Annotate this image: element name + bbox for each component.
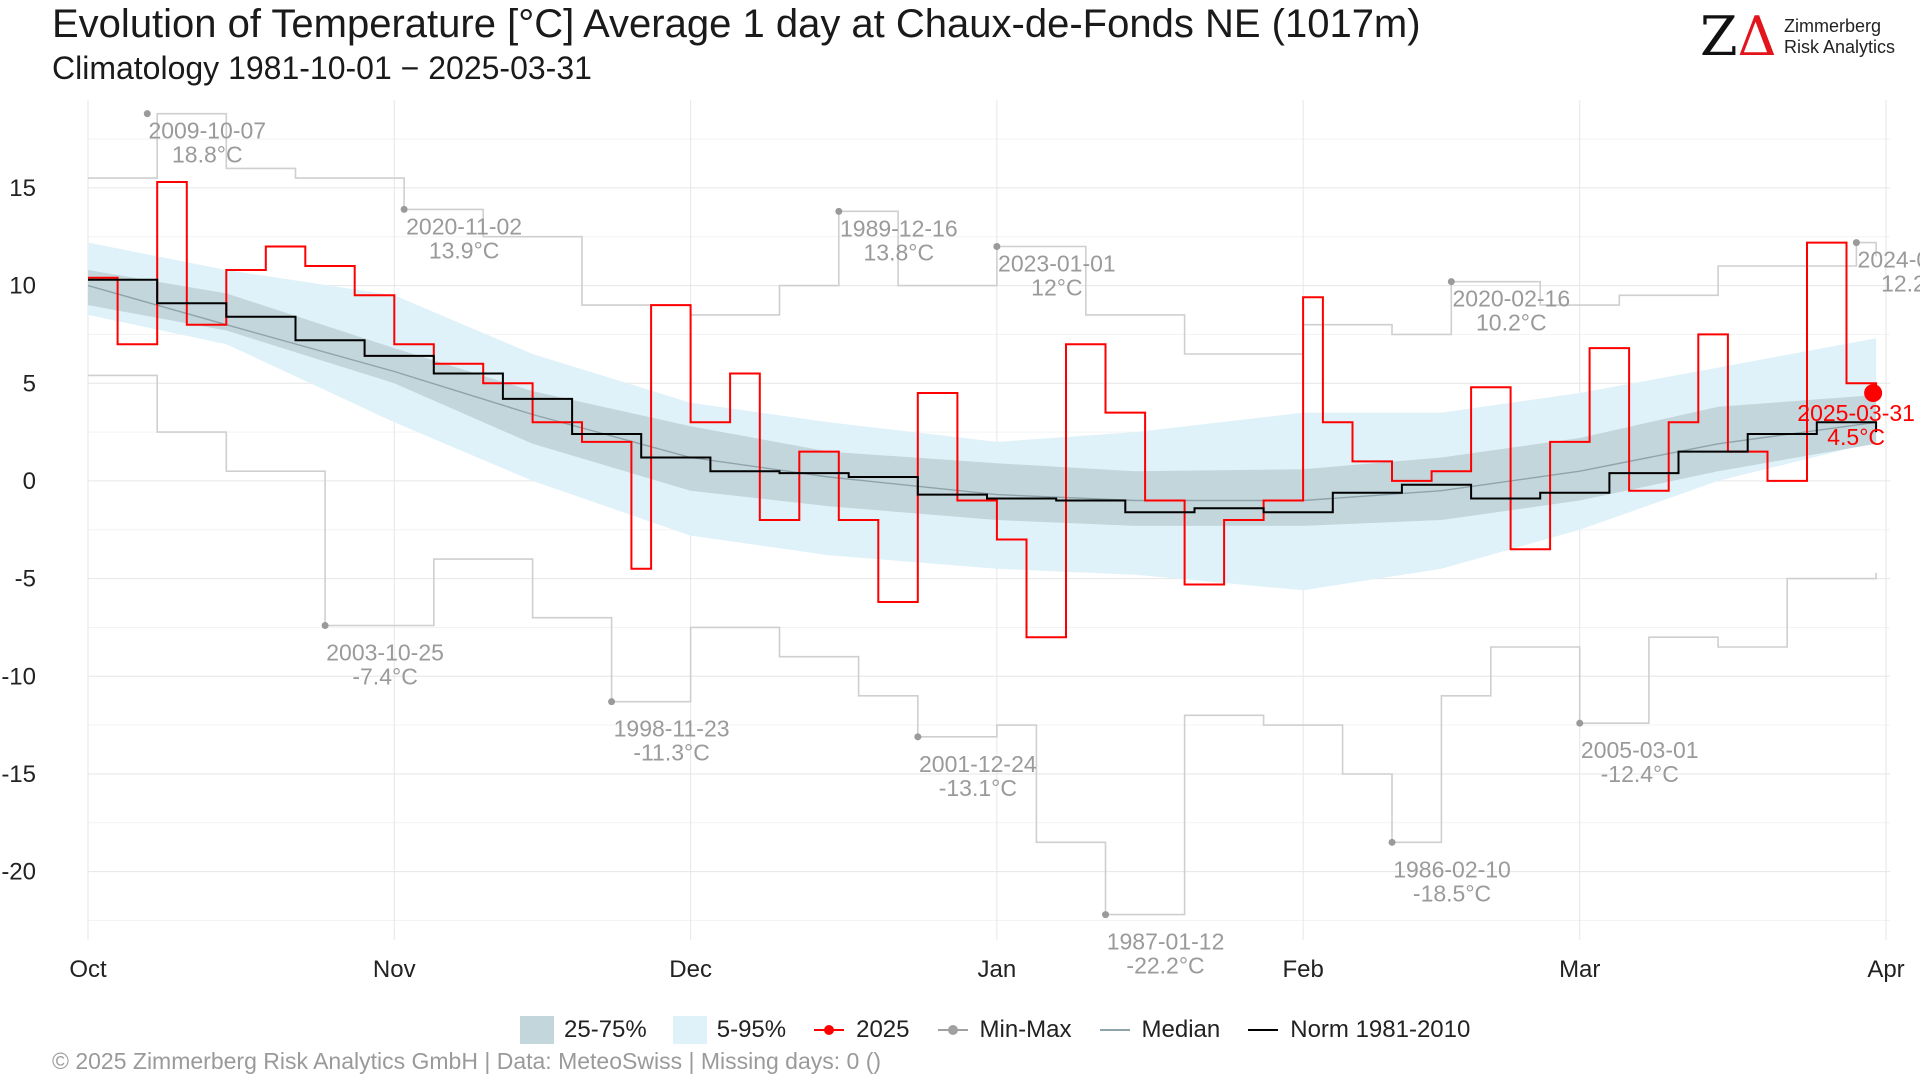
legend-label: 2025: [856, 1016, 910, 1043]
x-tick-label: Nov: [373, 956, 416, 983]
annotation-date: 2001-12-24: [919, 751, 1037, 777]
annotation-date: 1998-11-23: [614, 716, 730, 742]
annotation-value: 12.2°C: [1881, 271, 1920, 297]
legend-key-line-norm: [1248, 1029, 1279, 1031]
extreme-point: [1576, 719, 1584, 727]
legend-key-line-minmax: [937, 1025, 968, 1035]
legend-label: Min-Max: [979, 1016, 1072, 1043]
norm-line: [88, 278, 1878, 514]
legend-key-line-median: [1099, 1029, 1130, 1031]
legend-key-band-5-95: [672, 1016, 707, 1044]
extreme-point: [1447, 278, 1455, 286]
annotation-date: 2024-03-29: [1858, 247, 1920, 273]
chart-subtitle: Climatology 1981-10-01 − 2025-03-31: [52, 50, 592, 86]
max-line: [88, 112, 1877, 355]
y-tick-label: 5: [23, 370, 36, 397]
annotation-value: -12.4°C: [1601, 761, 1679, 787]
legend-item-line-minmax: Min-Max: [936, 1016, 1072, 1044]
annotation-date: 1987-01-12: [1107, 929, 1225, 955]
y-tick-label: -10: [1, 663, 36, 690]
chart-legend: 25-75% 5-95% 2025 Min-Max Median Norm 1981-20…: [520, 1013, 1496, 1047]
extreme-point: [400, 205, 408, 213]
legend-key-line-2025: [814, 1025, 845, 1035]
legend-label: Median: [1141, 1016, 1221, 1043]
extreme-point: [914, 733, 922, 741]
annotation-value: 10.2°C: [1476, 310, 1547, 336]
annotation-date: 2020-02-16: [1452, 286, 1570, 312]
extreme-point: [143, 110, 151, 118]
extreme-point: [1852, 239, 1860, 247]
extreme-point: [835, 207, 843, 215]
y-tick-label: -15: [1, 761, 36, 788]
annotation-value: 18.8°C: [172, 142, 243, 168]
x-tick-label: Mar: [1559, 956, 1600, 983]
x-tick-label: Dec: [669, 956, 712, 983]
annotation-date: 2020-11-02: [406, 213, 522, 239]
series-2025-line: [88, 181, 1878, 639]
legend-item-band-5-95: 5-95%: [672, 1016, 787, 1044]
logo-name-line1: Zimmerberg: [1784, 16, 1882, 36]
annotation-date: 2025-03-31: [1797, 400, 1915, 426]
y-tick-label: 15: [9, 175, 36, 202]
footer-credits: © 2025 Zimmerberg Risk Analytics GmbH | …: [52, 1048, 882, 1074]
y-tick-label: 10: [9, 273, 36, 300]
chart-title: Evolution of Temperature [°C] Average 1 …: [52, 2, 1421, 46]
band-25-75: [88, 270, 1877, 526]
x-tick-label: Oct: [69, 956, 107, 983]
median-line: [87, 284, 1877, 502]
logo-name-line2: Risk Analytics: [1784, 37, 1896, 57]
annotation-value: 13.8°C: [864, 239, 935, 265]
extreme-point: [608, 698, 616, 706]
y-tick-label: 0: [23, 468, 36, 495]
annotation-value: -11.3°C: [633, 740, 710, 766]
legend-item-line-norm: Norm 1981-2010: [1246, 1016, 1470, 1044]
annotation-date: 1989-12-16: [840, 215, 958, 241]
legend-label: 5-95%: [716, 1016, 787, 1043]
y-tick-label: -5: [15, 566, 36, 593]
logo-mark: ZΔ: [1700, 5, 1777, 68]
x-tick-label: Jan: [978, 956, 1017, 983]
legend-item-line-median: Median: [1098, 1016, 1221, 1044]
annotation-value: -13.1°C: [939, 775, 1017, 801]
x-tick-label: Feb: [1282, 956, 1323, 983]
annotation-date: 2009-10-07: [148, 118, 266, 144]
legend-item-line-2025: 2025: [812, 1016, 910, 1044]
annotation-value: 12°C: [1031, 275, 1082, 301]
extreme-point: [1388, 838, 1396, 846]
legend-label: Norm 1981-2010: [1290, 1016, 1471, 1043]
y-tick-label: -20: [1, 859, 36, 886]
annotation-value: 4.5°C: [1827, 424, 1885, 450]
annotation-value: -18.5°C: [1413, 880, 1491, 906]
extreme-point: [321, 621, 329, 629]
annotation-value: -22.2°C: [1126, 953, 1204, 979]
annotation-date: 2005-03-01: [1581, 737, 1699, 763]
x-tick-label: Apr: [1867, 956, 1904, 983]
legend-label: 25-75%: [564, 1016, 647, 1043]
annotation-value: 13.9°C: [429, 237, 500, 263]
annotation-value: -7.4°C: [352, 663, 417, 689]
legend-item-band-25-75: 25-75%: [520, 1016, 647, 1044]
brand-logo: ZΔ Zimmerberg Risk Analytics: [1700, 8, 1910, 68]
legend-key-band-25-75: [520, 1016, 554, 1044]
extreme-point: [993, 243, 1001, 251]
annotation-date: 2023-01-01: [998, 251, 1116, 277]
annotation-date: 2003-10-25: [326, 639, 444, 665]
logo-name: Zimmerberg Risk Analytics: [1784, 16, 1895, 58]
extreme-point: [1102, 911, 1110, 919]
current-value-point: [1864, 384, 1883, 403]
annotation-date: 1986-02-10: [1393, 856, 1511, 882]
